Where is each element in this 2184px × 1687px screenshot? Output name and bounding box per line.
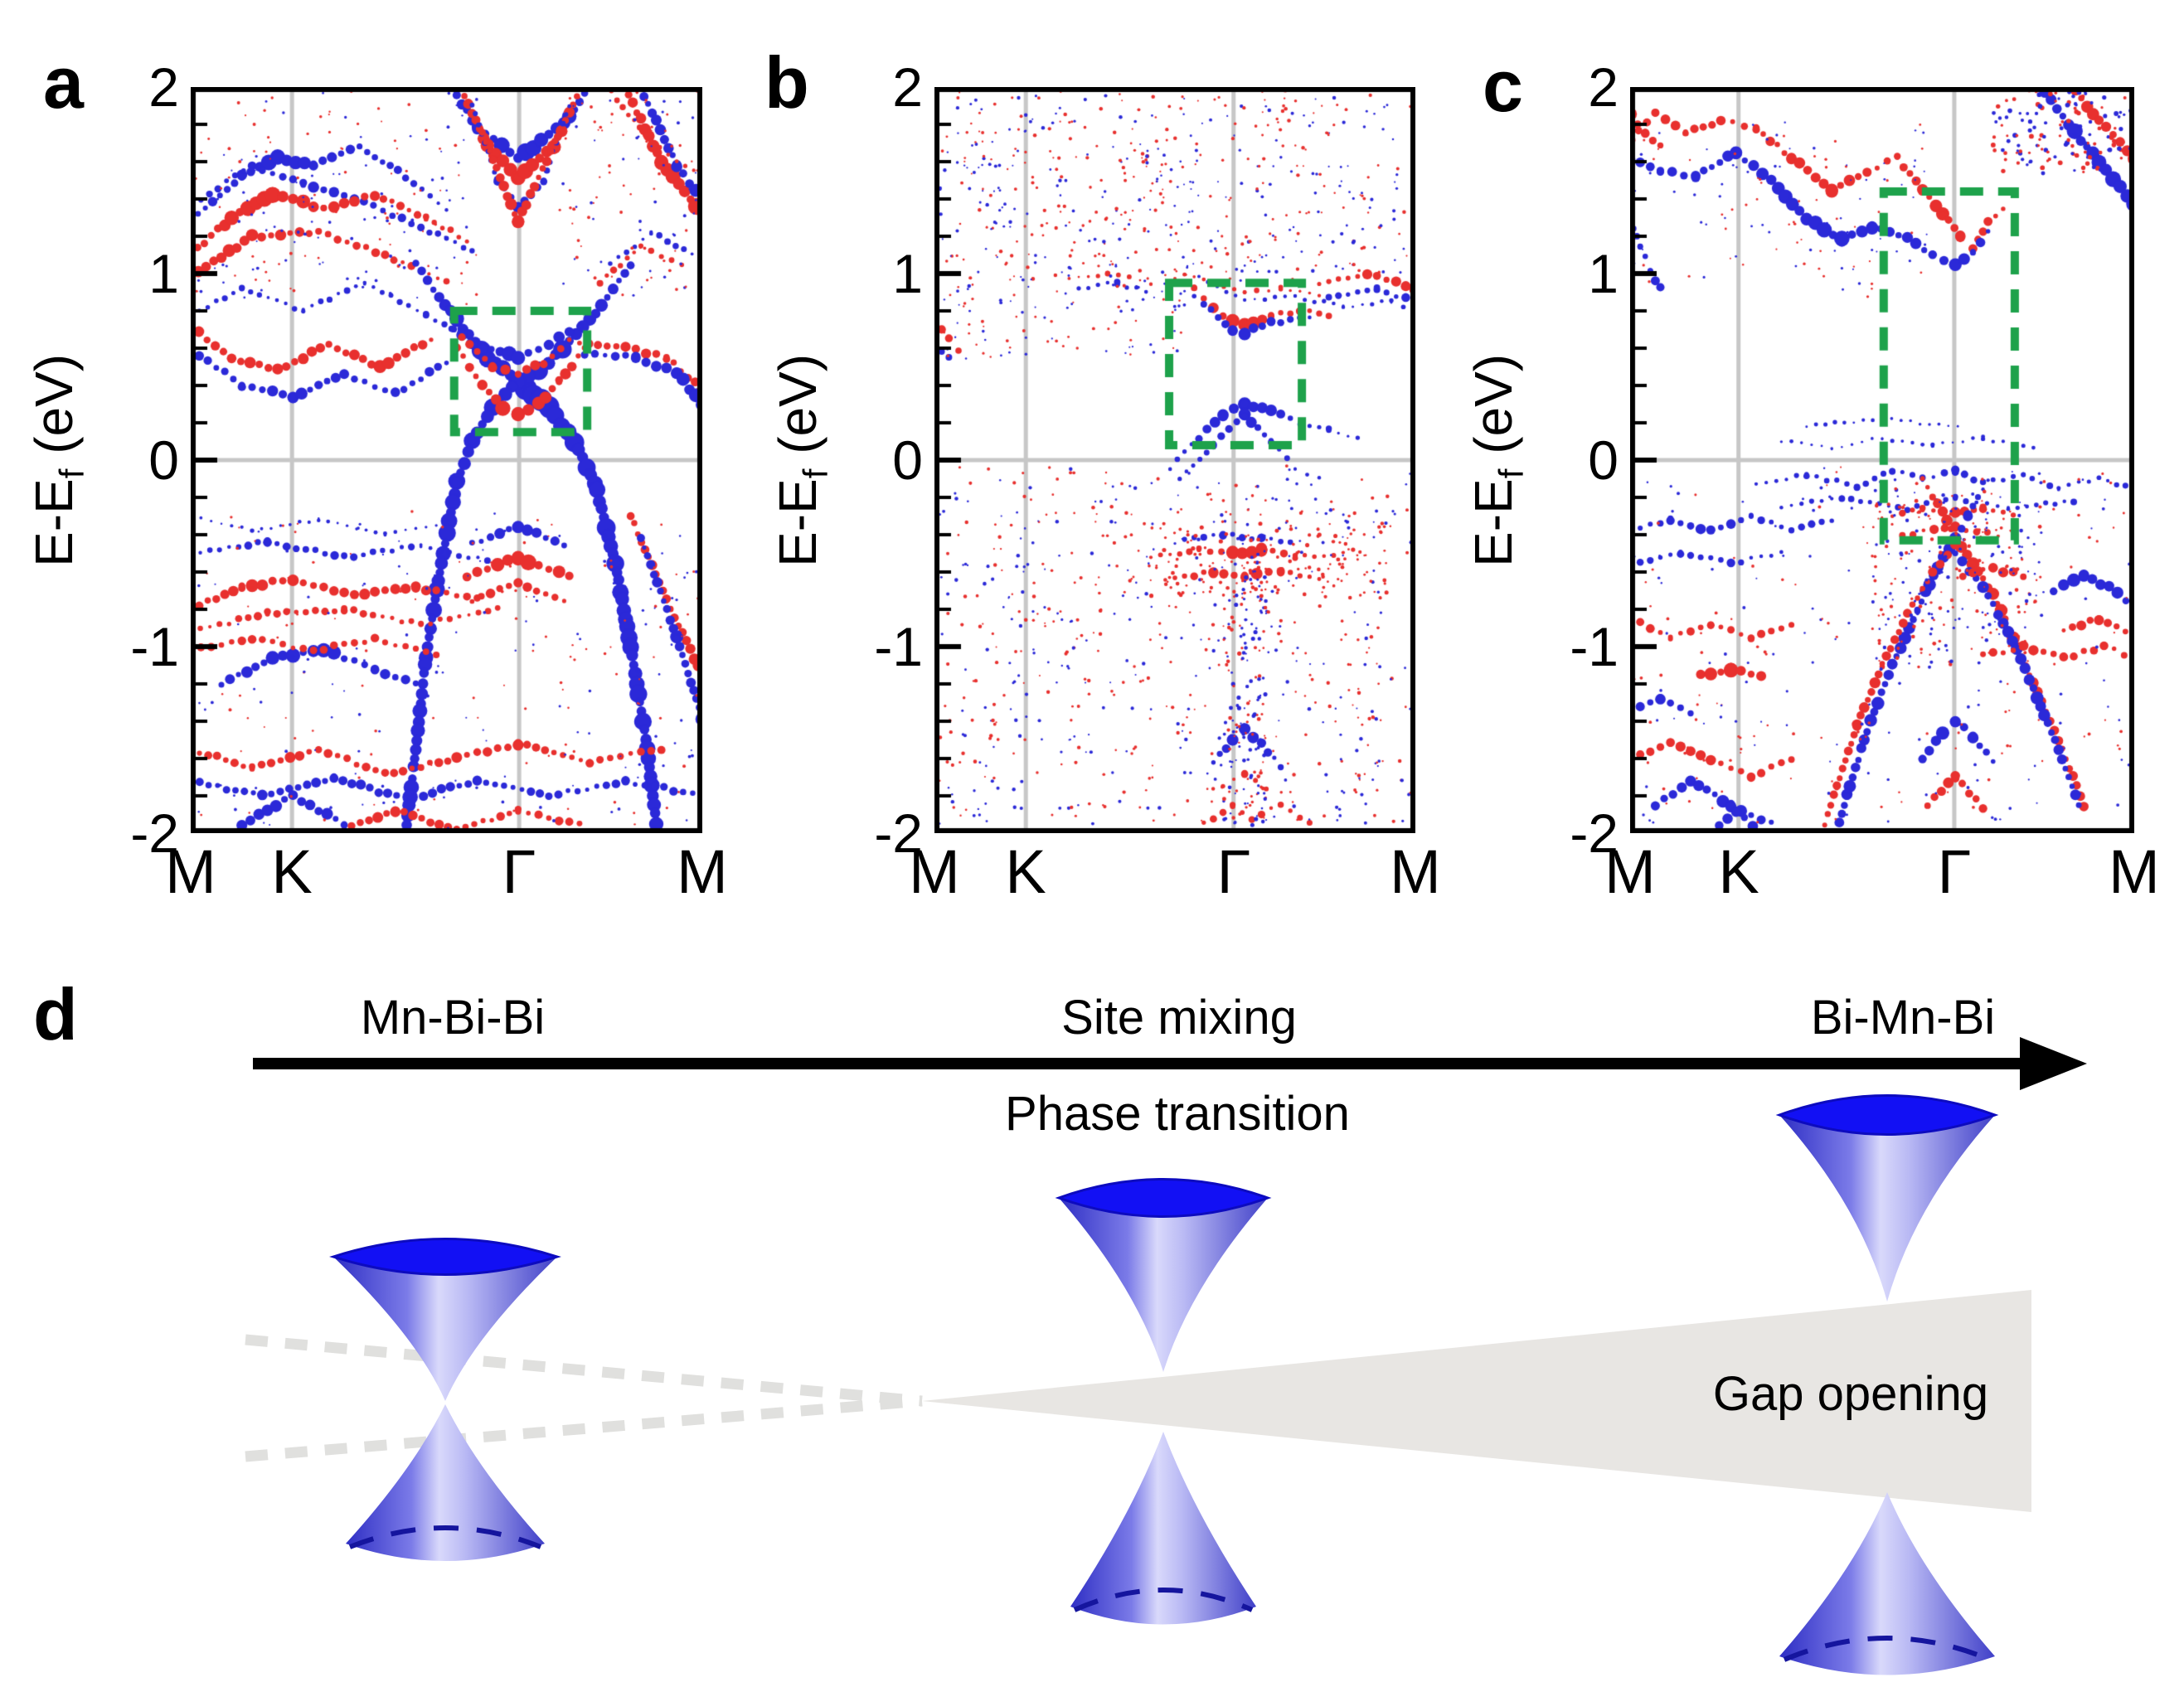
panel-b-xtick-K: K [1005,837,1046,906]
panel-a-letter: a [43,41,84,124]
panel-a-xtick-K: K [271,837,313,906]
panel-c-xtick-K: K [1718,837,1759,906]
cone-base-dashed-rim [1783,1636,1992,1662]
panel-c-ytick-m2: -2 [1570,802,1619,864]
panel-a-ytick-m1: -1 [130,616,179,677]
panel-b-xtick-M1: M [909,837,960,906]
phase-transition-arrow [253,1037,2087,1090]
gapless-dashed-guides [245,1334,923,1462]
panel-a-ytick-2: 2 [148,56,179,118]
panel-b-xtick-M2: M [1390,837,1441,906]
panel-c-ytick-2: 2 [1588,56,1619,118]
panel-c-ytick-1: 1 [1588,243,1619,304]
panel-c-letter: c [1483,45,1523,127]
gap-opening-wedge [922,1290,2031,1512]
panel-c-xtick-G: Γ [1937,837,1972,906]
panel-d-letter: d [33,973,78,1055]
panel-c-band-structure-plot [1630,87,2134,833]
panel-c-ytick-0: 0 [1588,429,1619,491]
cone-base-dashed-rim [1073,1588,1254,1612]
panel-b-ytick-1: 1 [892,243,923,304]
panel-b-xtick-G: Γ [1216,837,1251,906]
panel-c-xtick-M2: M [2109,837,2160,906]
panel-a-xtick-G: Γ [502,837,536,906]
panel-a-ytick-0: 0 [148,429,179,491]
dirac-cone-pair-small-gap [1055,1178,1272,1625]
panel-a-ytick-1: 1 [148,243,179,304]
panel-a-xtick-M1: M [165,837,216,906]
panel-b-ytick-m2: -2 [874,802,923,864]
stage-label-bi-mn-bi: Bi-Mn-Bi [1810,991,1996,1045]
panel-a-ytick-m2: -2 [130,802,179,864]
panel-b-band-structure-plot [934,87,1415,833]
panel-c-xtick-M1: M [1604,837,1656,906]
panel-b-ytick-0: 0 [892,429,923,491]
dirac-cone-pair-large-gap [1775,1094,1999,1675]
cone-base-dashed-rim [348,1525,542,1549]
phase-transition-caption: Phase transition [1005,1087,1350,1141]
panel-b-letter: b [764,41,809,124]
panel-a-xtick-M2: M [677,837,728,906]
stage-label-mn-bi-bi: Mn-Bi-Bi [360,991,546,1045]
panel-b-ytick-2: 2 [892,56,923,118]
panel-b-ytick-m1: -1 [874,616,923,677]
gap-opening-label: Gap opening [1712,1367,1989,1421]
panel-a-band-structure-plot [191,87,702,833]
panel-c-ytick-m1: -1 [1570,616,1619,677]
stage-label-site-mixing: Site mixing [1061,991,1297,1045]
dirac-cone-pair-gapless [329,1238,561,1561]
